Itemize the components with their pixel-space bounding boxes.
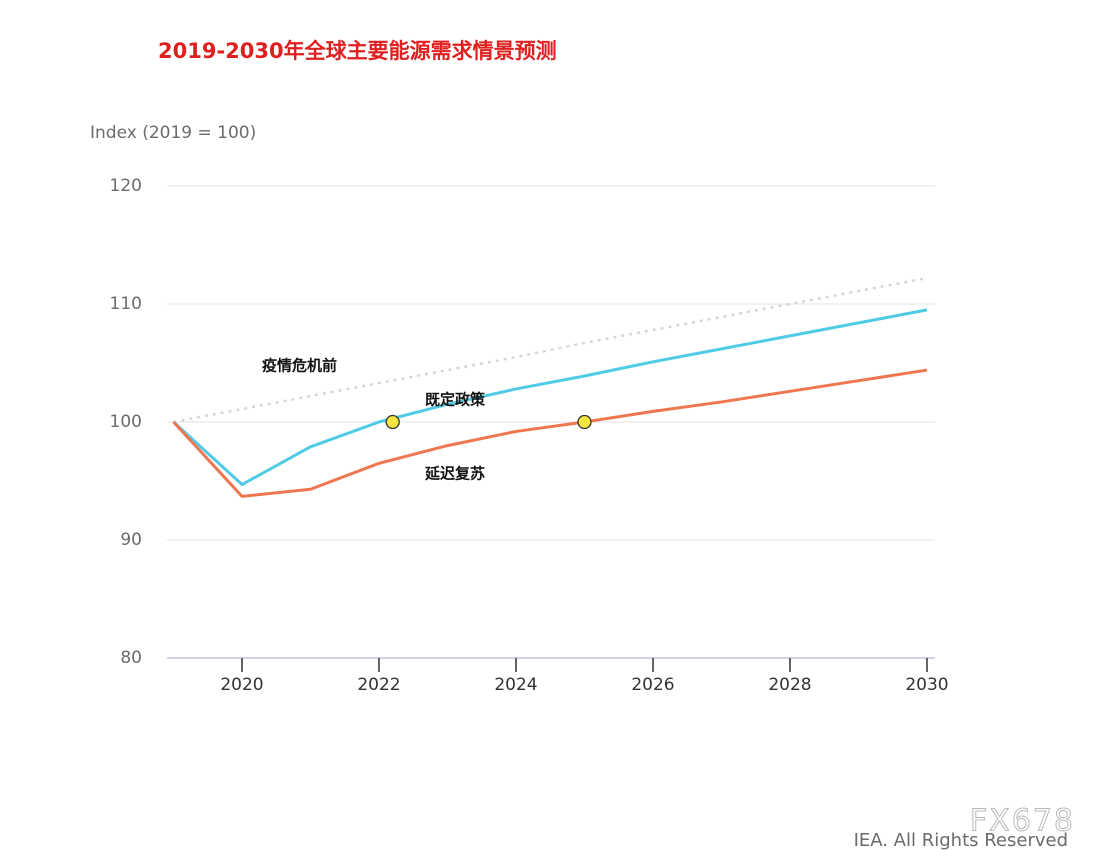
source: IEA. All Rights Reserved (854, 830, 1068, 851)
series-label: 疫情危机前 (262, 357, 337, 375)
marker (385, 414, 400, 430)
marker (577, 414, 592, 430)
x-tick-label: 2022 (357, 675, 400, 695)
series-label: 既定政策 (425, 391, 486, 409)
x-tick-label: 2026 (631, 675, 674, 695)
watermark: FX678 (970, 804, 1075, 839)
x-tick-label: 2024 (494, 675, 537, 695)
chart-title: 2019-2030年全球主要能源需求情景预测 (158, 39, 557, 63)
y-tick-label: 110 (110, 294, 142, 314)
y-axis-label: Index (2019 = 100) (90, 123, 256, 143)
series-line (172, 308, 928, 487)
series-line (172, 368, 928, 498)
x-tick-label: 2020 (220, 675, 263, 695)
series-line (173, 276, 928, 424)
y-tick-label: 80 (120, 648, 142, 668)
y-tick-label: 100 (110, 412, 142, 432)
y-tick-label: 120 (110, 176, 142, 196)
y-tick-label: 90 (120, 530, 142, 550)
x-tick-label: 2028 (768, 675, 811, 695)
series-label: 延迟复苏 (424, 465, 485, 483)
x-tick-label: 2030 (905, 675, 948, 695)
